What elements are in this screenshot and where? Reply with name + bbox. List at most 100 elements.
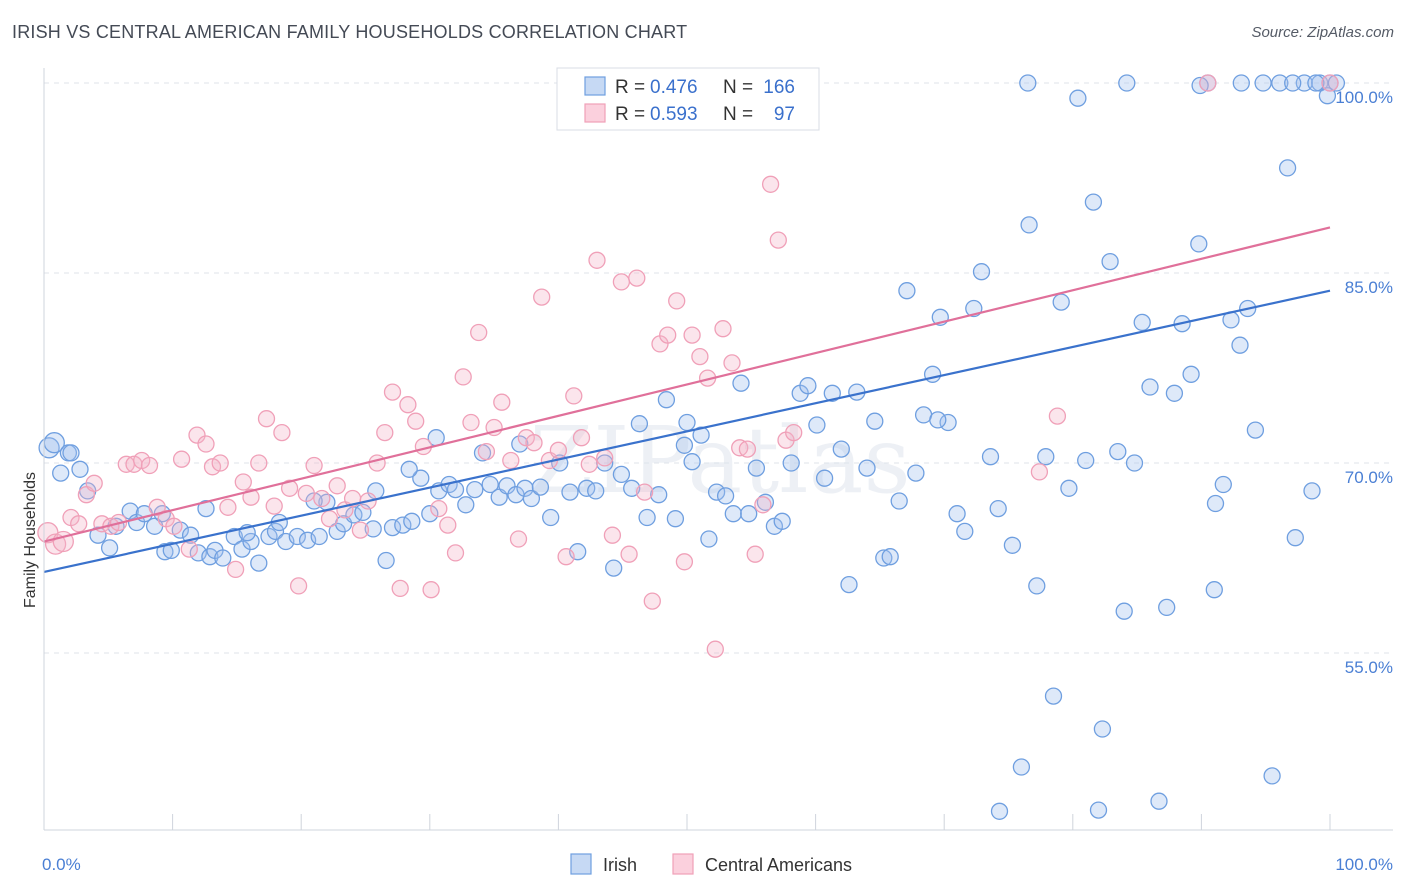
central-americans-point bbox=[628, 269, 646, 287]
irish-point bbox=[197, 499, 215, 518]
central-americans-point bbox=[659, 326, 677, 344]
central-americans-point bbox=[502, 451, 520, 470]
irish-point bbox=[956, 522, 974, 541]
central-americans-point bbox=[1030, 463, 1049, 481]
bottom-legend-label-irish: Irish bbox=[603, 855, 637, 875]
irish-point bbox=[587, 482, 605, 500]
irish-point bbox=[747, 459, 766, 477]
central-americans-point bbox=[188, 426, 206, 444]
irish-point bbox=[907, 464, 925, 482]
irish-point bbox=[972, 263, 991, 281]
irish-point bbox=[1205, 581, 1223, 599]
central-americans-point bbox=[668, 292, 686, 310]
irish-point bbox=[948, 505, 966, 523]
y-tick-label: 85.0% bbox=[1345, 278, 1393, 297]
central-americans-point bbox=[1321, 74, 1339, 92]
central-americans-point bbox=[580, 455, 598, 473]
central-americans-point bbox=[297, 484, 315, 503]
irish-point bbox=[732, 374, 750, 392]
irish-point bbox=[1284, 74, 1302, 92]
irish-point bbox=[1206, 494, 1225, 513]
irish-point bbox=[100, 539, 119, 557]
central-americans-point bbox=[470, 323, 488, 342]
central-americans-point bbox=[588, 251, 606, 269]
irish-point bbox=[466, 480, 484, 499]
central-americans-point bbox=[172, 450, 191, 468]
legend-n-label-irish: N = bbox=[723, 77, 753, 98]
irish-point bbox=[823, 384, 841, 402]
irish-point bbox=[52, 464, 70, 482]
irish-point bbox=[242, 532, 260, 551]
central-americans-point bbox=[493, 393, 511, 411]
central-americans-point bbox=[234, 473, 252, 491]
irish-point bbox=[724, 505, 742, 523]
y-tick-label: 100.0% bbox=[1335, 88, 1393, 107]
irish-point bbox=[162, 541, 180, 560]
central-americans-point bbox=[714, 320, 732, 338]
bottom-legend-swatch-irish bbox=[570, 853, 592, 875]
axes bbox=[43, 68, 1393, 831]
central-americans-point bbox=[399, 396, 417, 414]
irish-point bbox=[383, 518, 402, 537]
series-legend: Irish Central Americans bbox=[570, 853, 852, 875]
irish-point bbox=[1019, 74, 1037, 92]
central-americans-point bbox=[761, 175, 780, 193]
irish-point bbox=[1133, 313, 1151, 332]
irish-point bbox=[522, 489, 541, 508]
central-americans-point bbox=[738, 440, 757, 458]
irish-point bbox=[1089, 801, 1108, 819]
irish-point bbox=[683, 453, 701, 471]
irish-point bbox=[650, 486, 668, 504]
irish-point bbox=[156, 543, 174, 561]
bottom-legend-label-central: Central Americans bbox=[705, 855, 852, 875]
x-tick-min: 0.0% bbox=[42, 855, 81, 874]
legend-r-irish: 0.476 bbox=[650, 77, 698, 98]
central-americans-point bbox=[746, 545, 764, 563]
irish-trend-line bbox=[43, 289, 1331, 574]
central-americans-point bbox=[165, 517, 183, 535]
legend-n-central: 97 bbox=[774, 104, 795, 125]
central-americans-point bbox=[1199, 74, 1217, 92]
irish-point bbox=[898, 282, 916, 300]
irish-point bbox=[1069, 89, 1087, 107]
irish-point bbox=[1278, 159, 1297, 177]
irish-point bbox=[939, 413, 957, 432]
central-americans-point bbox=[197, 435, 215, 453]
central-americans-point bbox=[273, 423, 291, 442]
irish-point bbox=[675, 436, 694, 454]
irish-point bbox=[630, 415, 649, 433]
irish-point bbox=[288, 527, 306, 546]
central-americans-point bbox=[422, 581, 440, 599]
central-americans-trend-line bbox=[43, 226, 1331, 543]
central-americans-point bbox=[383, 383, 402, 401]
irish-point bbox=[1115, 602, 1133, 620]
central-americans-point bbox=[439, 516, 457, 534]
irish-point bbox=[1125, 454, 1144, 472]
irish-point bbox=[403, 512, 421, 530]
irish-point bbox=[1307, 74, 1325, 92]
irish-point bbox=[1028, 577, 1046, 595]
irish-point bbox=[657, 391, 676, 409]
central-americans-point bbox=[391, 579, 409, 598]
central-americans-point bbox=[85, 474, 103, 492]
irish-point bbox=[481, 475, 499, 494]
central-americans-point bbox=[509, 530, 528, 548]
irish-point bbox=[400, 460, 418, 478]
irish-point bbox=[612, 465, 631, 484]
central-americans-point bbox=[596, 449, 614, 467]
irish-point bbox=[875, 549, 893, 567]
central-americans-point bbox=[351, 521, 370, 539]
data-points bbox=[37, 74, 1346, 820]
central-americans-point bbox=[280, 479, 299, 497]
irish-point bbox=[678, 413, 696, 432]
irish-point bbox=[531, 478, 550, 496]
irish-point bbox=[421, 505, 439, 523]
central-americans-point bbox=[211, 454, 229, 472]
irish-point bbox=[542, 508, 560, 527]
irish-point bbox=[1271, 74, 1289, 92]
irish-point bbox=[364, 520, 382, 538]
irish-point bbox=[1003, 536, 1022, 554]
central-americans-point bbox=[407, 412, 425, 430]
x-tick-max: 100.0% bbox=[1335, 855, 1393, 874]
